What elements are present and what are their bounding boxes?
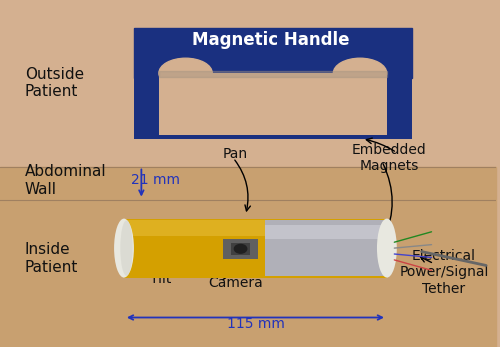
Bar — [159, 71, 386, 77]
Bar — [266, 225, 384, 239]
Bar — [124, 220, 387, 236]
Bar — [0, 0, 496, 167]
Bar — [0, 167, 496, 200]
Bar — [134, 28, 411, 139]
Bar — [223, 239, 258, 259]
Text: Camera: Camera — [208, 276, 263, 290]
Ellipse shape — [120, 220, 132, 276]
Text: 21 mm: 21 mm — [132, 174, 180, 187]
Text: Abdominal
Wall: Abdominal Wall — [25, 164, 106, 197]
Bar — [266, 220, 384, 276]
Bar — [134, 28, 411, 78]
Text: Electrical
Power/Signal
Tether: Electrical Power/Signal Tether — [399, 249, 488, 296]
Bar — [230, 243, 250, 255]
Ellipse shape — [159, 58, 212, 88]
Ellipse shape — [114, 219, 134, 278]
Text: Embedded
Magnets: Embedded Magnets — [352, 143, 426, 173]
Text: Tilt: Tilt — [150, 272, 171, 286]
Bar — [124, 219, 387, 278]
Bar — [159, 73, 386, 135]
Ellipse shape — [234, 244, 247, 253]
Bar — [0, 200, 496, 347]
Ellipse shape — [334, 58, 386, 88]
Text: Inside
Patient: Inside Patient — [25, 242, 78, 275]
Text: Magnetic Handle: Magnetic Handle — [192, 31, 349, 49]
Ellipse shape — [377, 219, 397, 278]
Text: Outside
Patient: Outside Patient — [25, 67, 84, 100]
Text: 115 mm: 115 mm — [226, 318, 284, 331]
Text: Pan: Pan — [223, 147, 248, 161]
